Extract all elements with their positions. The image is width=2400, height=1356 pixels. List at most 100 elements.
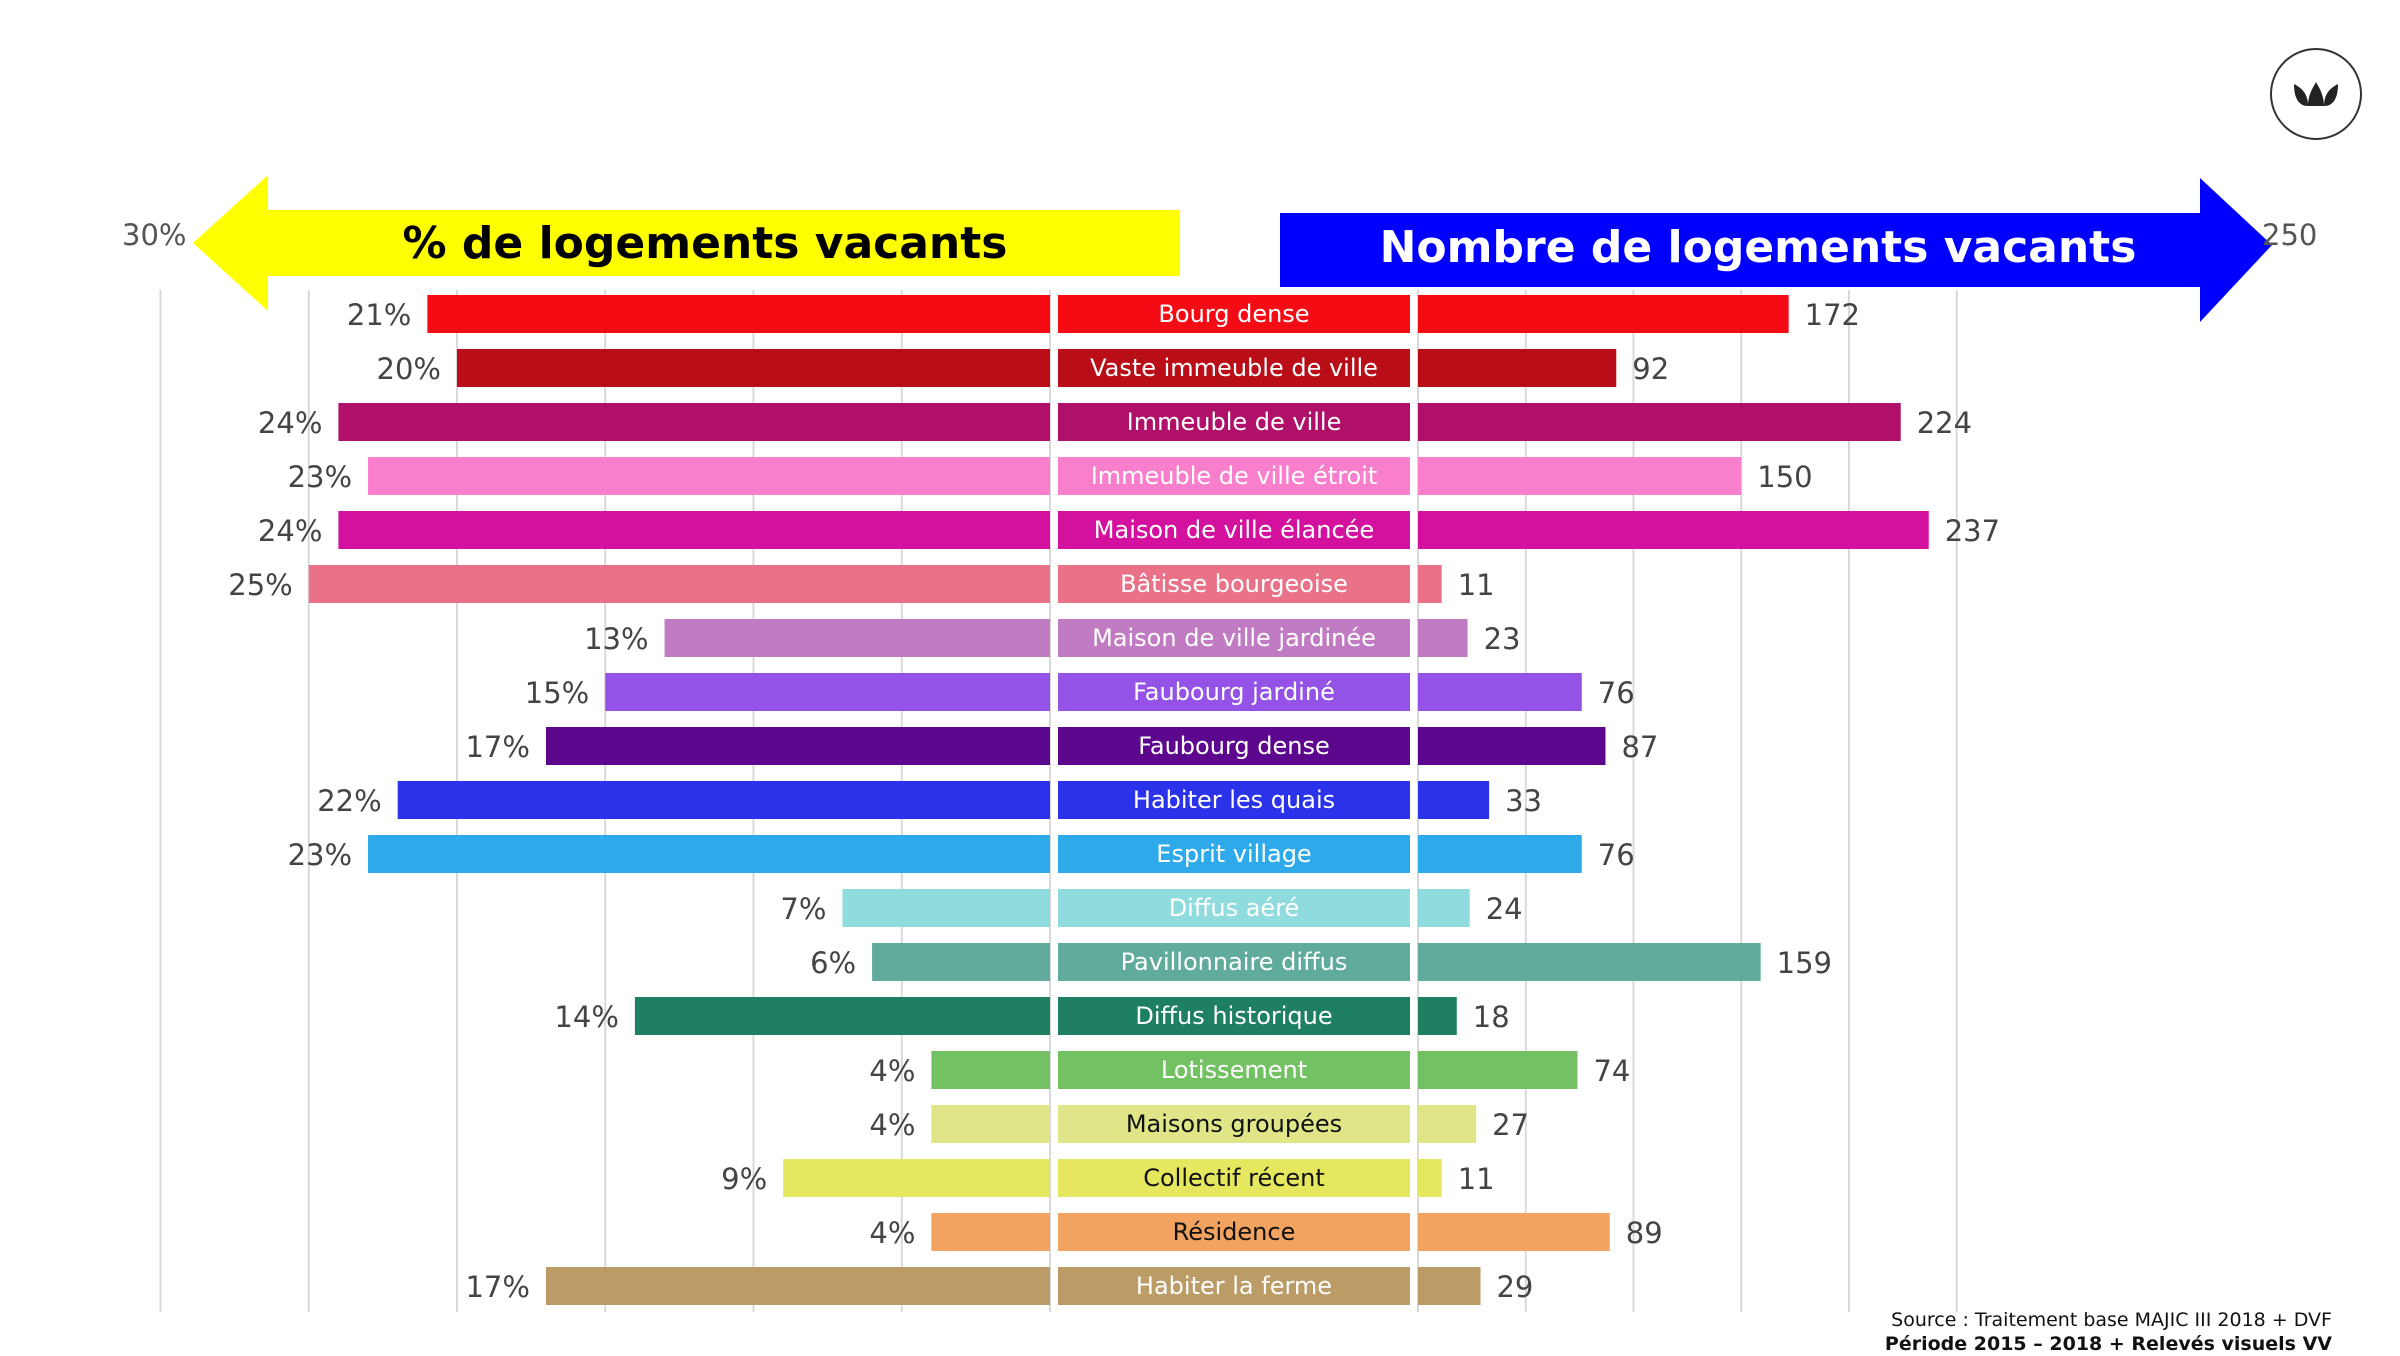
right-bar — [1418, 1267, 1481, 1305]
source-line-1: Source : Traitement base MAJIC III 2018 … — [1891, 1309, 2332, 1331]
right-bar — [1418, 781, 1490, 819]
left-value-label: 20% — [377, 352, 441, 386]
right-value-label: 23 — [1484, 622, 1521, 656]
left-bar — [545, 1267, 1050, 1305]
right-value-label: 159 — [1777, 946, 1832, 980]
left-bar — [368, 835, 1050, 873]
category-label: Esprit village — [1156, 840, 1311, 868]
category-label: Immeuble de ville étroit — [1091, 462, 1378, 490]
left-bar — [397, 781, 1050, 819]
right-bar — [1418, 565, 1442, 603]
left-bar — [842, 889, 1050, 927]
left-value-label: 4% — [869, 1054, 915, 1088]
right-bar — [1418, 835, 1582, 873]
right-bar — [1418, 403, 1901, 441]
right-bars — [1418, 295, 1929, 1305]
category-label: Diffus aéré — [1169, 894, 1300, 922]
category-box — [1058, 781, 1410, 819]
category-box — [1058, 1051, 1410, 1089]
category-box — [1058, 295, 1410, 333]
left-value-label: 22% — [317, 784, 381, 818]
right-bar — [1418, 727, 1606, 765]
left-value-label: 15% — [525, 676, 589, 710]
right-value-label: 24 — [1486, 892, 1523, 926]
brand-logo — [2270, 48, 2362, 140]
left-bar — [457, 349, 1050, 387]
category-label: Vaste immeuble de ville — [1090, 354, 1378, 382]
category-labels: Bourg dense Vaste immeuble de ville Immeub… — [1058, 295, 1410, 1305]
right-value-label: 87 — [1621, 730, 1658, 764]
category-label: Résidence — [1173, 1218, 1296, 1246]
left-value-label: 14% — [554, 1000, 618, 1034]
left-value-label: 9% — [721, 1162, 767, 1196]
right-value-label: 29 — [1496, 1270, 1533, 1304]
category-box — [1058, 1159, 1410, 1197]
source-line-2: Période 2015 – 2018 + Relevés visuels VV — [1884, 1333, 2332, 1355]
category-box — [1058, 511, 1410, 549]
right-bar — [1418, 1051, 1578, 1089]
left-bar — [605, 673, 1050, 711]
left-bar — [338, 403, 1050, 441]
category-box — [1058, 565, 1410, 603]
left-value-label: 6% — [810, 946, 856, 980]
category-label: Habiter la ferme — [1136, 1272, 1332, 1300]
left-header-arrow — [193, 175, 1180, 311]
left-bar — [931, 1051, 1050, 1089]
right-bar — [1418, 619, 1468, 657]
left-value-label: 17% — [465, 730, 529, 764]
right-bar — [1418, 295, 1789, 333]
source-note: Source : Traitement base MAJIC III 2018 … — [1885, 1308, 2332, 1356]
category-label: Lotissement — [1161, 1056, 1307, 1084]
value-labels: 21% 172 20% 92 24% 224 23% 150 24% 237 25% 11 13% 23 1… — [228, 298, 2000, 1304]
right-value-label: 27 — [1492, 1108, 1529, 1142]
left-header-title: % de logements vacants — [403, 218, 1008, 269]
left-value-label: 23% — [288, 460, 352, 494]
left-bar — [634, 997, 1050, 1035]
right-bar — [1418, 457, 1742, 495]
right-header-title: Nombre de logements vacants — [1380, 222, 2137, 273]
right-bar — [1418, 1105, 1477, 1143]
right-bar — [1418, 1213, 1610, 1251]
left-value-label: 4% — [869, 1108, 915, 1142]
category-box — [1058, 1213, 1410, 1251]
right-axis-max-label: 250 — [2262, 218, 2318, 252]
left-bar — [368, 457, 1050, 495]
category-label: Diffus historique — [1135, 1002, 1332, 1030]
left-bar — [338, 511, 1050, 549]
category-box — [1058, 997, 1410, 1035]
right-value-label: 11 — [1458, 1162, 1495, 1196]
right-value-label: 18 — [1473, 1000, 1510, 1034]
right-bar — [1418, 673, 1582, 711]
category-box — [1058, 727, 1410, 765]
right-bar — [1418, 349, 1617, 387]
left-bar — [427, 295, 1051, 333]
right-bar — [1418, 1159, 1442, 1197]
right-value-label: 92 — [1632, 352, 1669, 386]
right-value-label: 224 — [1917, 406, 1972, 440]
category-box — [1058, 889, 1410, 927]
left-value-label: 7% — [780, 892, 826, 926]
right-header-arrow — [1280, 178, 2272, 322]
category-label: Faubourg dense — [1138, 732, 1329, 760]
category-box — [1058, 1105, 1410, 1143]
right-value-label: 76 — [1598, 838, 1635, 872]
right-bar — [1418, 511, 1929, 549]
category-box — [1058, 457, 1410, 495]
right-bar — [1418, 997, 1457, 1035]
category-label: Faubourg jardiné — [1133, 678, 1335, 706]
left-bar — [308, 565, 1050, 603]
category-box — [1058, 403, 1410, 441]
left-value-label: 25% — [228, 568, 292, 602]
left-value-label: 4% — [869, 1216, 915, 1250]
right-value-label: 237 — [1945, 514, 2000, 548]
right-bar — [1418, 889, 1470, 927]
left-value-label: 23% — [288, 838, 352, 872]
left-value-label: 17% — [465, 1270, 529, 1304]
right-value-label: 33 — [1505, 784, 1542, 818]
right-value-label: 89 — [1626, 1216, 1663, 1250]
category-label: Bourg dense — [1158, 300, 1309, 328]
category-box — [1058, 943, 1410, 981]
left-value-label: 24% — [258, 514, 322, 548]
left-bar — [931, 1105, 1050, 1143]
